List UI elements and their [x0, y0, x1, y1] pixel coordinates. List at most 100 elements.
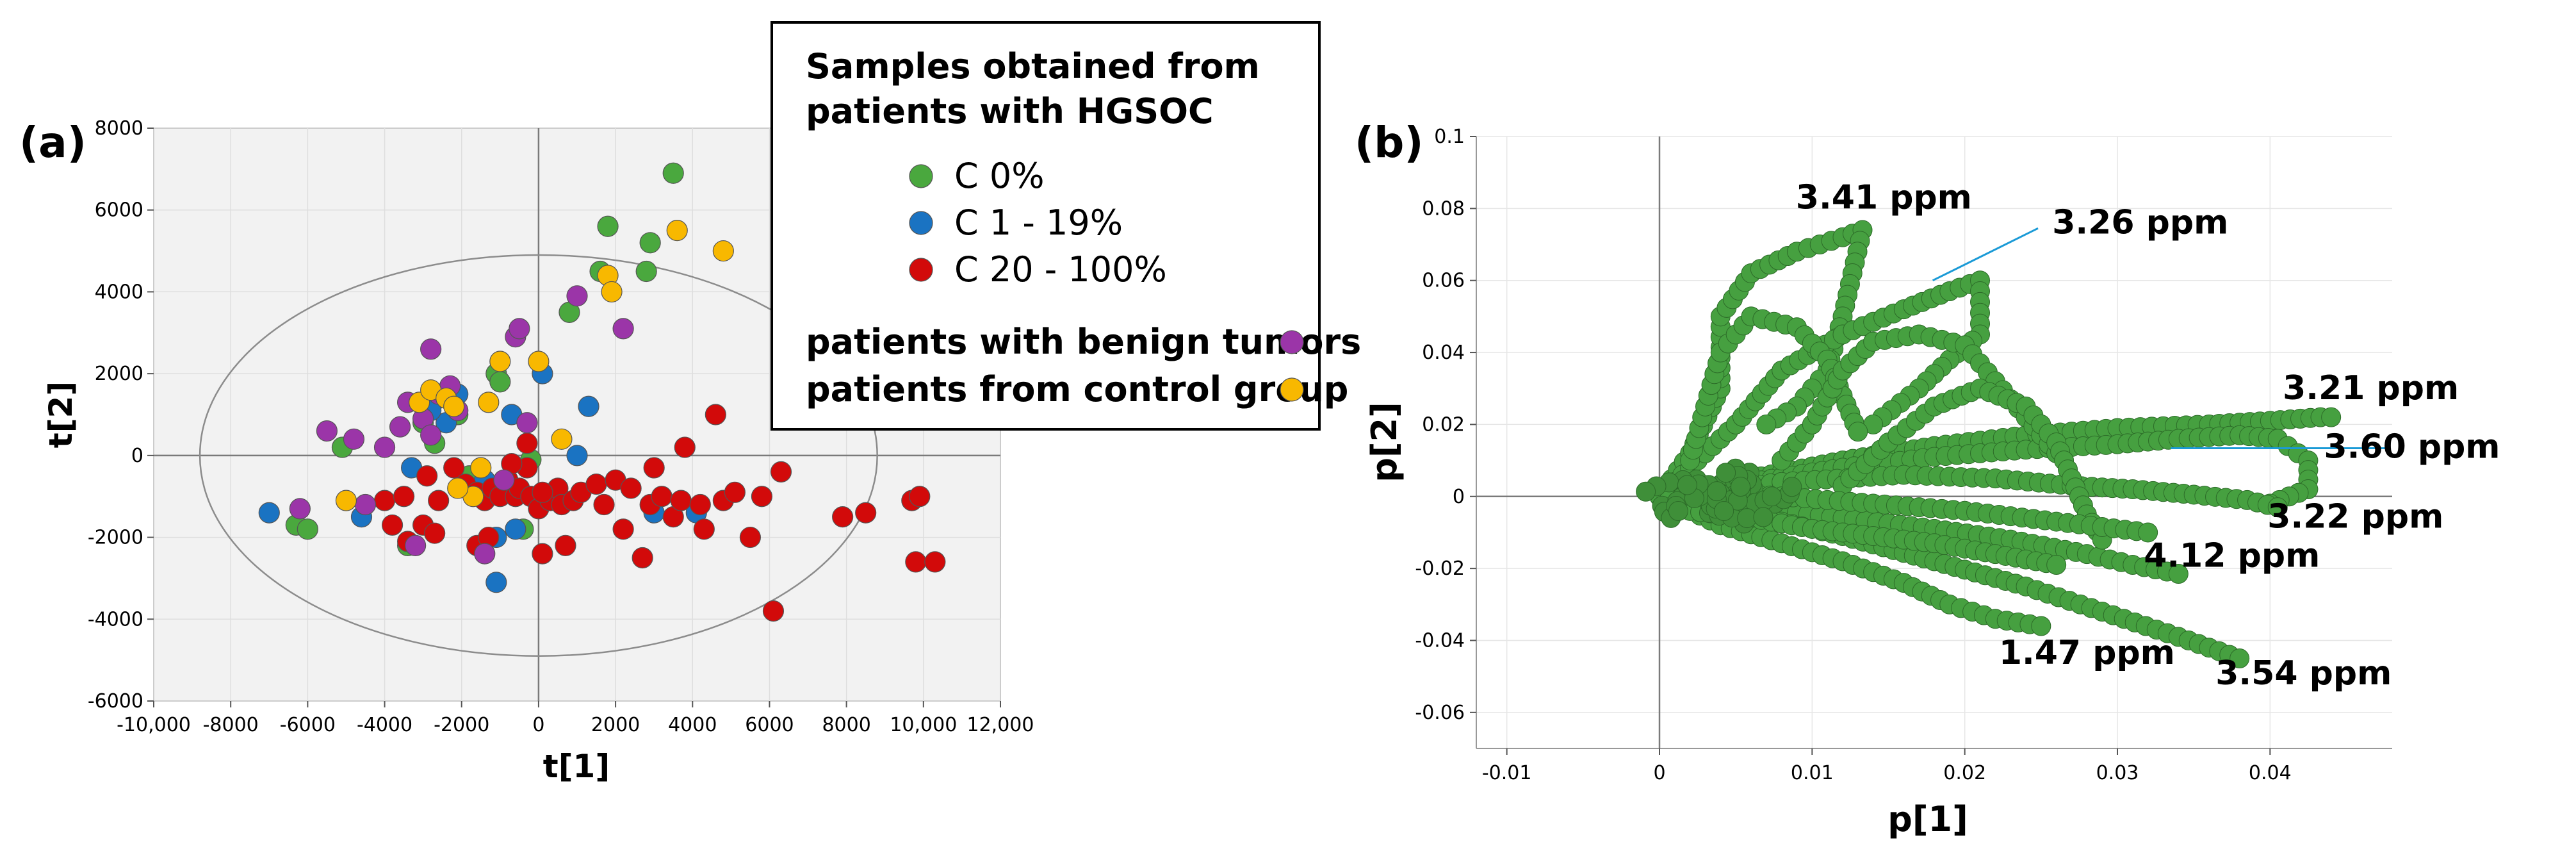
panel-label-b: (b)	[1355, 118, 1424, 167]
data-point	[909, 486, 931, 507]
data-point	[443, 395, 465, 417]
data-point	[532, 481, 553, 503]
data-point	[528, 351, 550, 372]
y-tick-label-a: -2000	[88, 527, 143, 549]
callout-lines	[1932, 227, 2390, 449]
y-tick-label-b: 0.08	[1422, 197, 1465, 220]
loading-point	[1848, 422, 1868, 442]
data-point	[420, 424, 442, 446]
loading-point	[2046, 555, 2067, 575]
confidence-ellipse	[199, 254, 878, 657]
data-point	[443, 457, 465, 479]
data-point	[485, 572, 507, 593]
data-point	[428, 490, 450, 511]
loading-point	[2267, 497, 2288, 518]
data-point	[578, 395, 599, 417]
data-point	[516, 433, 538, 454]
y-tick-label-b: 0	[1453, 486, 1465, 508]
data-point	[585, 473, 607, 495]
x-tick-label-a: -4000	[357, 714, 412, 736]
y-tick-label-b: 0.1	[1434, 126, 1465, 148]
legend-label-c0: C 0%	[954, 156, 1045, 196]
data-point	[566, 285, 588, 307]
data-point	[393, 486, 415, 507]
y-axis-label-a: t[2]	[42, 381, 79, 448]
data-point	[724, 481, 746, 503]
x-tick-label-b: 0.03	[2096, 762, 2139, 784]
x-tick-label-a: -8000	[203, 714, 259, 736]
data-point	[712, 240, 734, 262]
x-tick-labels-b: -0.01 0 0.01 0.02 0.03 0.04	[1482, 762, 2292, 784]
data-point	[705, 404, 726, 425]
data-point	[566, 445, 588, 466]
y-tick-label-b: 0.06	[1422, 270, 1465, 292]
data-point	[739, 526, 762, 549]
loading-point	[1756, 414, 1777, 434]
ppm-label: 1.47 ppm	[1999, 634, 2175, 672]
y-tick-label-a: 8000	[95, 117, 143, 140]
data-point	[416, 465, 438, 487]
loading-point	[1761, 486, 1782, 507]
legend-label-c1-19: C 1 - 19%	[954, 202, 1123, 243]
data-point	[670, 490, 692, 511]
legend-title-line2: patients with HGSOC	[806, 91, 1214, 131]
x-tick-label-a: -6000	[280, 714, 336, 736]
y-tick-label-b: 0.04	[1422, 342, 1465, 364]
loading-point	[1636, 481, 1656, 502]
loading-point	[2138, 522, 2158, 543]
data-point	[258, 502, 280, 524]
loading-trajectories	[1636, 220, 2342, 669]
data-point	[666, 220, 688, 242]
data-point	[693, 518, 715, 540]
data-point	[505, 518, 526, 540]
data-point	[551, 428, 573, 450]
ppm-label: 3.41 ppm	[1796, 178, 1972, 217]
data-point	[335, 490, 357, 511]
y-tick-label-b: 0.02	[1422, 413, 1465, 436]
data-point	[489, 351, 511, 372]
x-tick-label-a: 12,000	[967, 714, 1034, 736]
data-point	[689, 493, 711, 516]
x-tick-label-a: 8000	[822, 714, 870, 736]
data-point	[593, 493, 615, 516]
x-tick-label-b: -0.01	[1482, 762, 1532, 784]
x-tick-label-a: 4000	[668, 714, 717, 736]
ppm-label: 4.12 ppm	[2144, 536, 2320, 575]
legend-marker-c1-19	[909, 211, 933, 235]
data-point	[405, 534, 427, 556]
data-point	[509, 318, 530, 340]
y-tick-labels-b: -0.06 -0.04 -0.02 0 0.02 0.04 0.06 0.08 0.1	[1415, 126, 1465, 724]
loading-point	[1707, 481, 1727, 502]
ppm-annotations: 3.41 ppm 3.26 ppm 3.21 ppm 3.60 ppm 3.22 ppm…	[1796, 178, 2500, 693]
data-point	[832, 506, 854, 528]
y-tick-label-b: -0.04	[1415, 629, 1465, 652]
data-point	[555, 534, 576, 556]
y-tick-labels-a: -6000 -4000 -2000 0 2000 4000 6000 8000	[88, 117, 143, 713]
loading-point	[2321, 407, 2342, 427]
loading-point	[1677, 475, 1697, 495]
y-tick-label-a: -6000	[88, 690, 143, 713]
data-point	[289, 498, 311, 520]
data-point	[770, 461, 792, 483]
data-point	[470, 457, 492, 479]
data-point	[493, 469, 515, 491]
data-point	[674, 436, 696, 458]
loading-point	[1731, 477, 1751, 497]
ppm-label: 3.21 ppm	[2283, 369, 2459, 408]
data-point	[373, 490, 396, 511]
x-tick-label-a: -2000	[434, 714, 489, 736]
loading-point	[2168, 564, 2189, 584]
trajectory-loop-right	[1832, 378, 2112, 550]
data-point	[620, 477, 642, 499]
legend-label-c20-100: C 20 - 100%	[954, 249, 1167, 290]
ppm-label: 3.26 ppm	[2052, 204, 2228, 242]
data-point	[297, 518, 318, 540]
data-point	[478, 392, 500, 413]
legend-box	[770, 21, 1321, 431]
ppm-label: 3.54 ppm	[2215, 654, 2392, 693]
y-tick-label-a: 6000	[95, 199, 143, 222]
data-point	[762, 600, 785, 622]
data-point	[632, 547, 653, 569]
data-point	[612, 318, 634, 340]
data-point	[601, 281, 623, 303]
